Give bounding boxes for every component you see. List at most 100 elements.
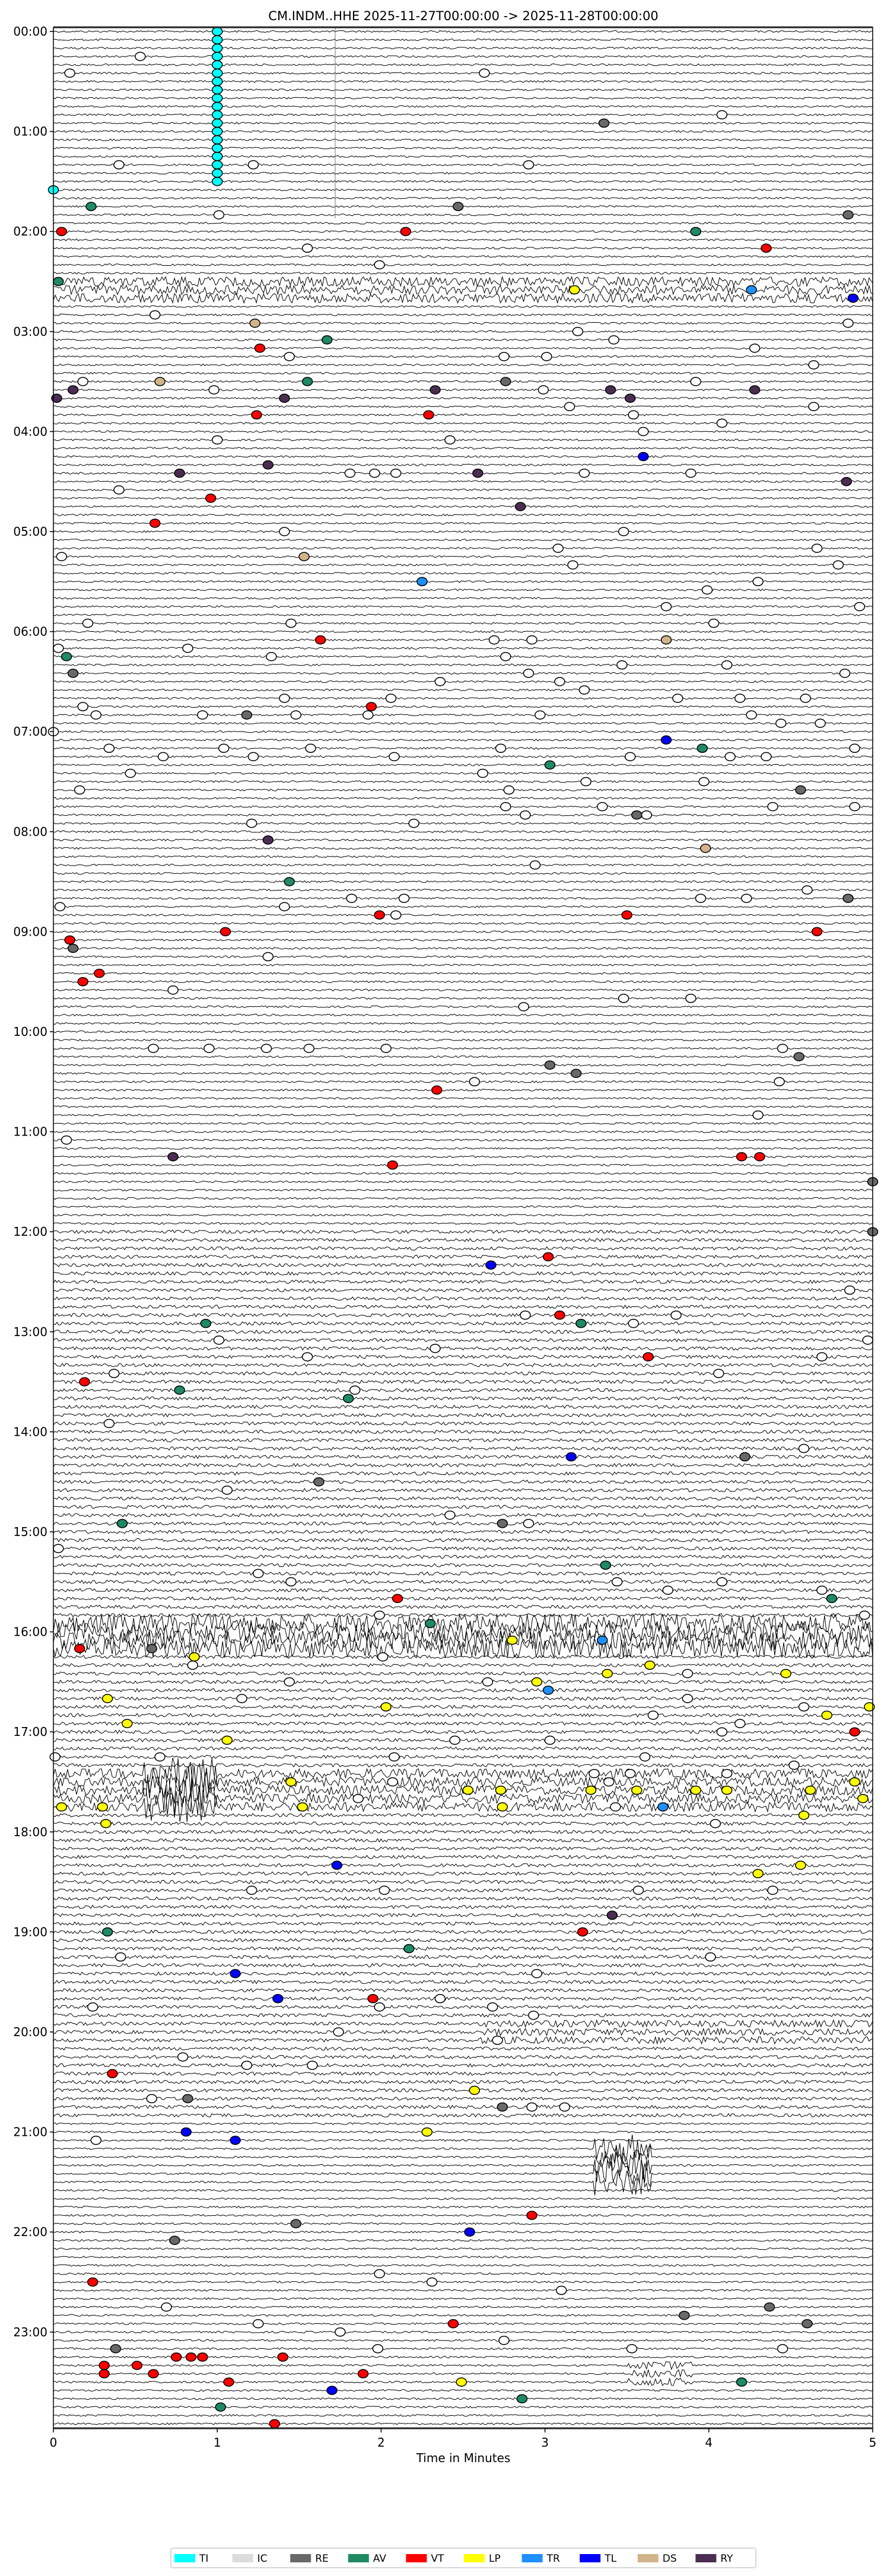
- event-marker-ic: [638, 427, 649, 437]
- event-marker-vt: [736, 1152, 748, 1162]
- event-marker-tl: [230, 2135, 241, 2145]
- event-marker-ic: [741, 893, 752, 903]
- waveform-trace: [53, 2019, 873, 2028]
- event-marker-lp: [780, 1669, 791, 1678]
- event-marker-vt: [74, 1643, 85, 1653]
- waveform-trace: [53, 2389, 873, 2392]
- event-marker-lp: [189, 1652, 200, 1662]
- waveform-trace: [53, 1621, 873, 1643]
- waveform-trace: [53, 555, 873, 558]
- legend-label: TI: [199, 2553, 208, 2565]
- event-marker-ry: [174, 468, 185, 478]
- event-marker-vt: [754, 1152, 765, 1162]
- waveform-trace: [53, 1713, 873, 1718]
- event-marker-tl: [464, 2227, 475, 2237]
- y-axis-ticks: 00:00 01:00 02:00 03:00 04:00 05:00 06:00 07:00…: [13, 24, 53, 2339]
- event-marker-vt: [365, 702, 377, 711]
- waveform-trace: [53, 688, 873, 692]
- waveform-trace: [53, 1180, 873, 1184]
- event-marker-ti: [211, 143, 223, 153]
- event-marker-ic: [213, 1335, 225, 1345]
- event-marker-vt: [811, 927, 823, 937]
- y-tick-label: 06:00: [13, 625, 47, 639]
- waveform-trace: [53, 1338, 873, 1343]
- waveform-trace: [53, 1346, 873, 1351]
- event-marker-tr: [597, 1635, 608, 1645]
- event-marker-ic: [701, 585, 713, 595]
- event-marker-ic: [444, 435, 456, 445]
- waveform-trace: [53, 1197, 873, 1200]
- waveform-trace: [53, 1213, 873, 1217]
- waveform-trace: [53, 680, 873, 683]
- event-marker-ti: [211, 152, 223, 161]
- waveform-trace: [53, 1122, 873, 1125]
- event-marker-av: [200, 1319, 212, 1328]
- event-marker-ic: [552, 543, 564, 553]
- y-tick-label: 04:00: [13, 424, 47, 438]
- event-marker-ic: [578, 468, 590, 478]
- event-marker-tr: [416, 577, 428, 587]
- y-tick-label: 13:00: [13, 1325, 47, 1339]
- event-marker-lp: [821, 1710, 832, 1720]
- waveform-trace: [53, 1313, 873, 1318]
- event-marker-ic: [721, 1769, 733, 1779]
- event-marker-ic: [624, 1769, 636, 1779]
- event-marker-ry: [167, 1152, 179, 1162]
- event-marker-av: [61, 652, 72, 662]
- event-marker-ic: [816, 1352, 828, 1362]
- event-marker-ic: [500, 802, 511, 812]
- waveform-trace: [53, 1188, 873, 1192]
- event-marker-ic: [616, 660, 628, 670]
- event-marker-ic: [690, 377, 701, 386]
- event-marker-ic: [849, 802, 860, 812]
- event-marker-ic: [49, 1752, 61, 1762]
- event-marker-ic: [197, 710, 208, 720]
- event-marker-ic: [344, 468, 356, 478]
- event-marker-ic: [262, 952, 274, 962]
- event-marker-ic: [567, 560, 578, 570]
- waveform-trace: [53, 1055, 873, 1058]
- event-marker-re: [570, 1068, 582, 1078]
- event-marker-re: [110, 2344, 122, 2354]
- event-marker-lp: [795, 1861, 806, 1870]
- waveform-trace: [53, 1554, 873, 1559]
- event-marker-ic: [544, 1735, 556, 1745]
- waveform-trace: [53, 2158, 873, 2187]
- event-marker-re: [793, 1052, 804, 1061]
- event-marker-ti: [211, 85, 223, 95]
- event-marker-ic: [449, 1735, 460, 1745]
- event-marker-ic: [444, 1510, 456, 1520]
- waveform-trace: [53, 1757, 873, 1789]
- event-marker-ds: [154, 377, 166, 386]
- event-marker-av: [600, 1560, 612, 1570]
- waveform-trace: [53, 55, 873, 58]
- waveform-trace: [53, 247, 873, 250]
- waveform-trace: [53, 472, 873, 475]
- event-marker-vt: [643, 1352, 654, 1362]
- legend-swatch-ti: [174, 2554, 195, 2562]
- event-marker-ic: [526, 2102, 537, 2112]
- waveform-trace: [53, 1005, 873, 1009]
- event-marker-ic: [498, 352, 510, 361]
- waveform-trace: [53, 1980, 873, 1985]
- event-marker-ic: [398, 893, 410, 903]
- event-marker-ic: [103, 743, 115, 753]
- event-marker-re: [497, 1519, 508, 1528]
- event-marker-ic: [531, 1968, 543, 1979]
- waveform-trace: [53, 80, 873, 83]
- event-marker-ic: [610, 1802, 621, 1812]
- event-marker-tr: [746, 285, 757, 295]
- event-marker-av: [301, 377, 313, 386]
- waveform-trace: [53, 322, 873, 325]
- waveform-trace: [53, 1588, 873, 1593]
- event-marker-ry: [262, 460, 274, 470]
- legend-swatch-ic: [232, 2554, 253, 2562]
- event-marker-ic: [279, 527, 290, 536]
- legend-swatch-lp: [464, 2554, 485, 2562]
- event-marker-ic: [589, 1769, 600, 1779]
- event-marker-ic: [662, 1585, 673, 1595]
- event-marker-av: [284, 877, 295, 886]
- waveform-trace: [53, 2104, 873, 2110]
- event-marker-ic: [253, 2319, 264, 2329]
- event-marker-ti: [211, 168, 223, 178]
